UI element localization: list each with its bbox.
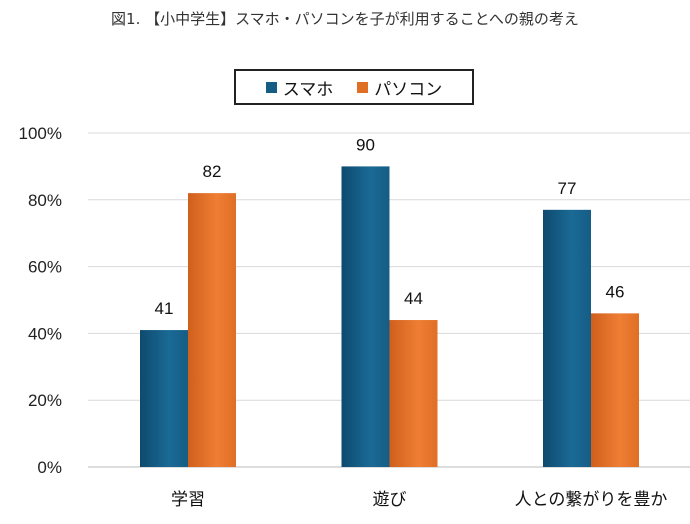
legend-label: スマホ xyxy=(282,79,334,100)
y-tick-label: 100% xyxy=(19,124,62,143)
bar-pc xyxy=(188,193,236,467)
data-label: 82 xyxy=(203,162,222,181)
y-tick-label: 20% xyxy=(28,391,62,410)
y-tick-label: 0% xyxy=(37,458,62,477)
y-tick-label: 40% xyxy=(28,324,62,343)
x-tick-label: 遊び xyxy=(373,490,407,510)
y-tick-label: 80% xyxy=(28,191,62,210)
legend: スマホ パソコン xyxy=(234,69,474,105)
data-label: 41 xyxy=(155,299,174,318)
y-tick-label: 60% xyxy=(28,258,62,277)
bar-pc xyxy=(591,313,639,467)
x-tick-label: 人との繋がりを豊か xyxy=(515,490,668,510)
data-label: 90 xyxy=(356,135,375,154)
legend-item-pc: パソコン xyxy=(357,75,442,100)
legend-label: パソコン xyxy=(374,79,443,100)
data-label: 77 xyxy=(558,179,577,198)
bar-smartphone xyxy=(140,330,188,467)
legend-item-smartphone: スマホ xyxy=(265,75,334,100)
legend-swatch xyxy=(357,81,369,93)
data-label: 46 xyxy=(606,282,625,301)
bar-smartphone xyxy=(341,166,390,467)
x-tick-label: 学習 xyxy=(171,490,205,510)
data-label: 44 xyxy=(404,289,423,308)
bar-pc xyxy=(389,320,438,467)
chart-title: 図1. 【小中学生】スマホ・パソコンを子が利用することへの親の考え xyxy=(111,10,579,28)
bar-smartphone xyxy=(543,209,591,467)
legend-swatch xyxy=(265,81,277,93)
